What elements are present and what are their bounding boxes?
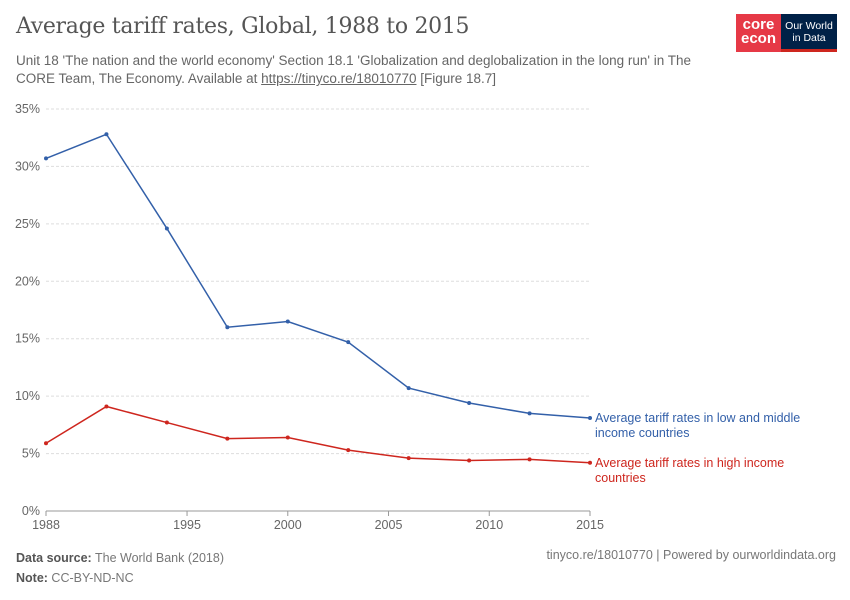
source-value: The World Bank (2018) — [91, 551, 224, 565]
data-point — [225, 325, 230, 330]
x-tick-label: 1988 — [32, 518, 60, 532]
data-point — [527, 457, 532, 462]
y-tick-label: 30% — [15, 159, 40, 173]
data-point — [588, 415, 592, 420]
y-tick-label: 10% — [15, 389, 40, 403]
series-line-1 — [45, 405, 591, 464]
data-point — [164, 226, 169, 231]
data-point — [467, 401, 472, 406]
data-point — [588, 460, 592, 465]
source-label: Data source: — [16, 551, 92, 565]
footer-left: Data source: The World Bank (2018) Note:… — [16, 548, 224, 588]
x-tick-label: 2000 — [274, 518, 302, 532]
chart-title: Average tariff rates, Global, 1988 to 20… — [16, 14, 470, 39]
data-point — [467, 458, 472, 463]
x-tick-label: 2015 — [576, 518, 604, 532]
data-point — [104, 404, 109, 409]
core-econ-logo: core econ — [736, 14, 781, 52]
data-point — [346, 340, 351, 345]
owid-logo: Our World in Data — [781, 14, 837, 52]
logo-owid-text-2: in Data — [792, 32, 826, 44]
series-label: countries — [595, 471, 646, 485]
data-point — [44, 156, 48, 161]
series-line-0 — [45, 133, 591, 419]
series-label: Average tariff rates in low and middle — [595, 411, 800, 425]
data-point — [44, 441, 48, 446]
data-point — [104, 132, 109, 137]
data-point — [346, 448, 351, 453]
y-tick-label: 5% — [22, 447, 40, 461]
x-tick-label: 2005 — [375, 518, 403, 532]
footer-credits[interactable]: tinyco.re/18010770 | Powered by ourworld… — [546, 548, 836, 562]
data-point — [406, 456, 411, 461]
note-value: CC-BY-ND-NC — [47, 571, 134, 585]
x-tick-label: 1995 — [173, 518, 201, 532]
y-tick-label: 15% — [15, 332, 40, 346]
source-link[interactable]: https://tinyco.re/18010770 — [261, 71, 417, 86]
subtitle-text: Unit 18 'The nation and the world econom… — [16, 53, 691, 86]
y-tick-label: 25% — [15, 217, 40, 231]
note-label: Note: — [16, 571, 48, 585]
x-tick-label: 2010 — [475, 518, 503, 532]
y-tick-label: 35% — [15, 102, 40, 116]
data-point — [285, 319, 290, 324]
logo-owid-text-1: Our World — [785, 20, 833, 32]
logo-econ-text: econ — [740, 30, 776, 47]
series-label: income countries — [595, 426, 690, 440]
data-point — [285, 435, 290, 440]
data-point — [164, 420, 169, 425]
y-tick-label: 20% — [15, 274, 40, 288]
subtitle-figure-ref: [Figure 18.7] — [416, 71, 497, 86]
logo[interactable]: core econ Our World in Data — [736, 14, 837, 52]
data-point — [406, 386, 411, 391]
series-label: Average tariff rates in high income — [595, 456, 784, 470]
data-point — [225, 436, 230, 441]
y-tick-label: 0% — [22, 504, 40, 518]
logo-core-text: core — [742, 16, 775, 33]
data-point — [527, 411, 532, 416]
chart-subtitle: Unit 18 'The nation and the world econom… — [16, 52, 716, 88]
